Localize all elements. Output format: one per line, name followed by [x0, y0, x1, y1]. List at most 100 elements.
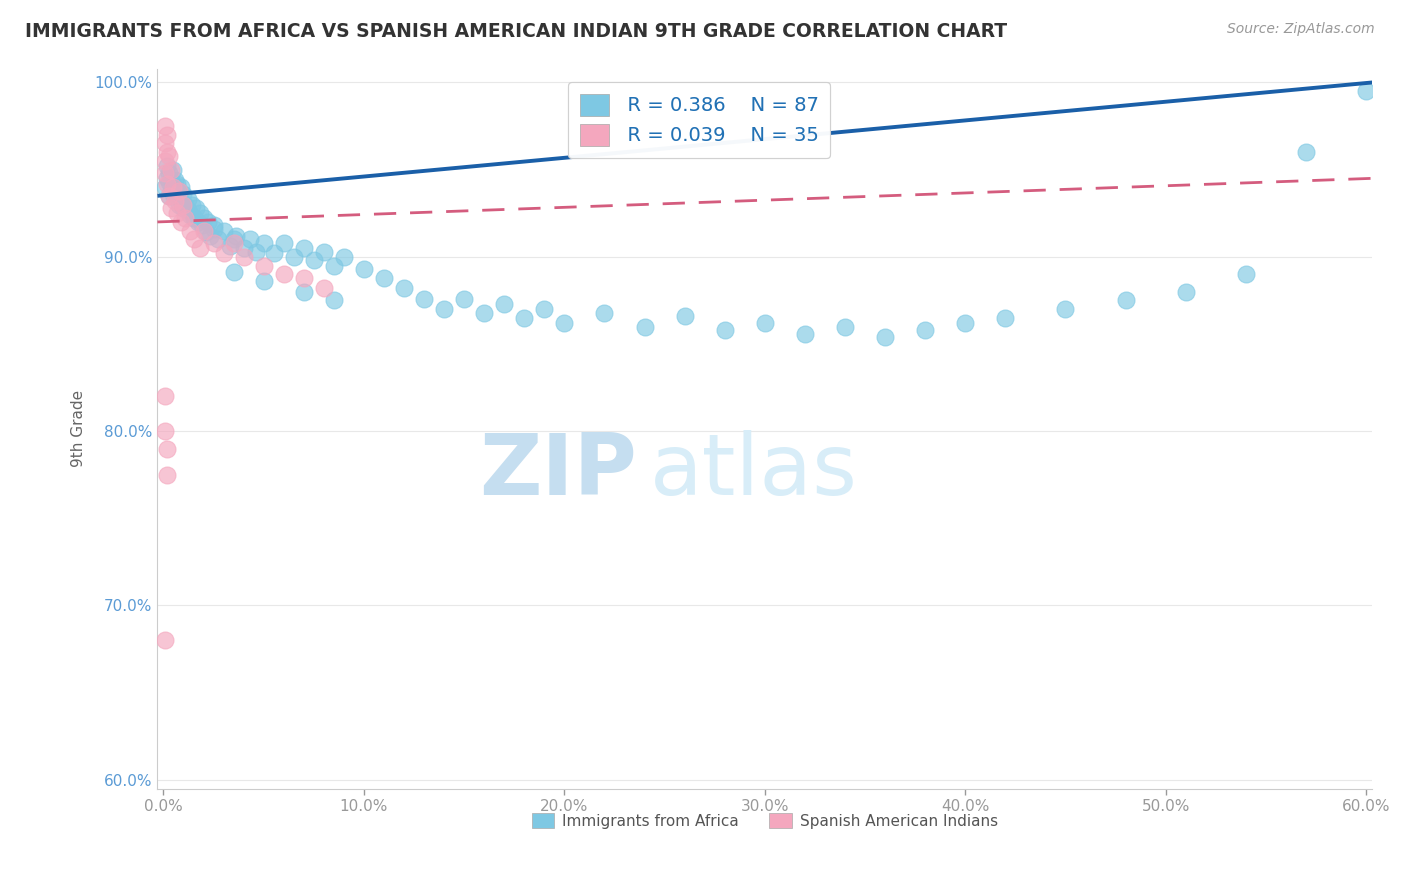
Point — [633, 319, 655, 334]
Point — [494, 297, 516, 311]
Point — [156, 467, 179, 482]
Point — [155, 633, 177, 648]
Point — [225, 228, 247, 243]
Point — [180, 197, 202, 211]
Point — [193, 224, 215, 238]
Point — [373, 270, 395, 285]
Point — [155, 389, 177, 403]
Point — [994, 310, 1017, 325]
Point — [183, 211, 205, 226]
Point — [198, 228, 221, 243]
Legend: Immigrants from Africa, Spanish American Indians: Immigrants from Africa, Spanish American… — [526, 807, 1004, 835]
Point — [194, 226, 217, 240]
Point — [162, 180, 184, 194]
Point — [176, 192, 198, 206]
Point — [183, 211, 205, 226]
Point — [159, 175, 181, 189]
Point — [312, 244, 335, 259]
Point — [1115, 293, 1137, 308]
Point — [156, 171, 179, 186]
Point — [253, 259, 276, 273]
Point — [156, 442, 179, 456]
Point — [155, 424, 177, 438]
Point — [173, 201, 195, 215]
Y-axis label: 9th Grade: 9th Grade — [72, 390, 86, 467]
Point — [593, 305, 616, 319]
Point — [207, 232, 229, 246]
Point — [1054, 302, 1077, 317]
Point — [174, 211, 197, 226]
Point — [169, 184, 191, 198]
Point — [222, 232, 245, 246]
Point — [1295, 145, 1317, 160]
Point — [232, 241, 254, 255]
Point — [155, 153, 177, 168]
Point — [179, 224, 201, 238]
Point — [333, 250, 356, 264]
Point — [166, 177, 188, 191]
Point — [188, 241, 211, 255]
Point — [165, 173, 187, 187]
Point — [322, 293, 344, 308]
Point — [955, 316, 977, 330]
Point — [173, 197, 195, 211]
Point — [170, 215, 193, 229]
Point — [673, 309, 696, 323]
Point — [186, 215, 208, 229]
Point — [273, 267, 295, 281]
Point — [155, 180, 177, 194]
Point — [713, 323, 735, 337]
Point — [159, 188, 181, 202]
Point — [156, 128, 179, 142]
Point — [166, 188, 188, 202]
Point — [312, 281, 335, 295]
Point — [212, 224, 235, 238]
Point — [166, 206, 188, 220]
Point — [253, 274, 276, 288]
Point — [1234, 267, 1257, 281]
Point — [162, 178, 184, 193]
Point — [165, 184, 187, 198]
Point — [190, 219, 212, 233]
Point — [170, 194, 193, 208]
Point — [160, 173, 183, 187]
Point — [292, 270, 315, 285]
Point — [160, 162, 183, 177]
Point — [914, 323, 936, 337]
Point — [413, 292, 436, 306]
Point — [197, 215, 219, 229]
Point — [193, 211, 215, 226]
Point — [533, 302, 555, 317]
Text: atlas: atlas — [650, 430, 858, 513]
Point — [222, 235, 245, 250]
Point — [834, 319, 856, 334]
Point — [156, 145, 179, 160]
Point — [173, 187, 195, 202]
Point — [218, 239, 240, 253]
Point — [273, 235, 295, 250]
Point — [184, 201, 207, 215]
Point — [159, 149, 181, 163]
Point — [159, 166, 181, 180]
Point — [162, 162, 184, 177]
Point — [156, 159, 179, 173]
Point — [176, 202, 198, 217]
Point — [553, 316, 575, 330]
Point — [873, 330, 896, 344]
Point — [212, 246, 235, 260]
Point — [353, 262, 375, 277]
Point — [1174, 285, 1197, 299]
Point — [433, 302, 456, 317]
Point — [188, 206, 211, 220]
Point — [322, 259, 344, 273]
Point — [202, 222, 225, 236]
Point — [513, 310, 536, 325]
Point — [283, 250, 305, 264]
Point — [239, 232, 262, 246]
Point — [159, 188, 181, 202]
Point — [754, 316, 776, 330]
Point — [245, 244, 267, 259]
Point — [155, 166, 177, 180]
Point — [174, 197, 197, 211]
Point — [160, 201, 183, 215]
